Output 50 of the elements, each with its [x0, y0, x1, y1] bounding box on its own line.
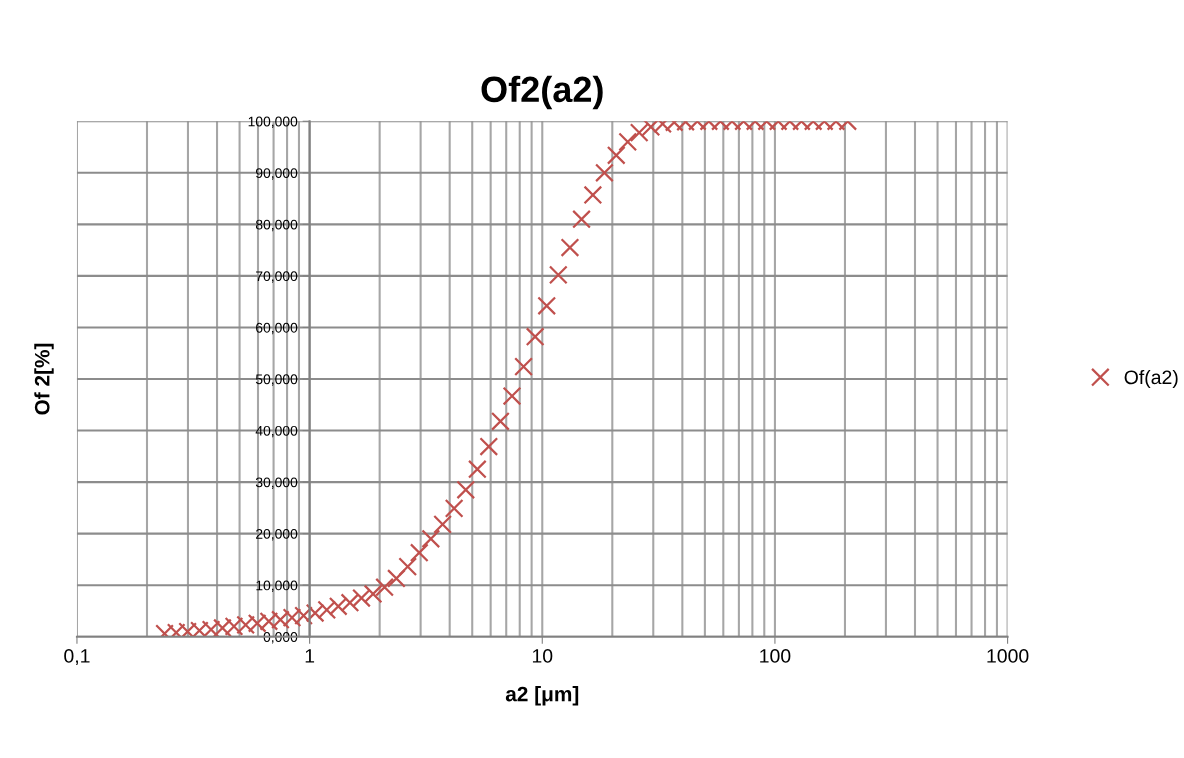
- y-tick-label: 60,000: [256, 322, 298, 335]
- point: [294, 606, 314, 626]
- y-tick-label: 70,000: [256, 271, 298, 283]
- point: [213, 618, 232, 637]
- point: [352, 588, 371, 608]
- point: [224, 616, 244, 636]
- point: [479, 437, 499, 456]
- y-tick-label: 100,000: [248, 116, 298, 129]
- point: [409, 543, 429, 563]
- point: [502, 386, 522, 406]
- point: [178, 622, 198, 637]
- point: [375, 577, 395, 597]
- y-tick-label: 40,000: [255, 425, 298, 438]
- y-tick-label: 90,000: [255, 168, 298, 180]
- chart-title: Of2(a2): [481, 75, 603, 110]
- y-axis-title: Of 2[%]: [34, 343, 54, 415]
- x-tick-label: 1000: [987, 649, 1029, 663]
- point: [247, 613, 267, 633]
- point: [467, 459, 487, 479]
- point: [270, 610, 290, 630]
- point: [201, 620, 221, 637]
- point: [236, 615, 256, 635]
- y-tick-label: 10,000: [256, 580, 298, 592]
- y-tick-label: 80,000: [255, 219, 298, 232]
- point: [259, 611, 279, 631]
- point: [444, 498, 464, 518]
- point: [525, 327, 545, 347]
- x-tick-label: 10: [532, 649, 553, 663]
- point: [189, 621, 209, 637]
- point: [340, 593, 360, 613]
- point: [317, 600, 337, 620]
- point: [491, 411, 510, 431]
- point: [398, 557, 418, 577]
- point: [514, 357, 534, 377]
- point: [305, 603, 325, 623]
- y-tick-label: 50,000: [255, 374, 298, 386]
- point: [363, 584, 383, 604]
- y-tick-label: 30,000: [255, 477, 298, 489]
- legend-label: Of(a2): [1124, 369, 1178, 389]
- point: [328, 596, 348, 616]
- x-tick-label: 0,1: [64, 649, 90, 666]
- point: [282, 608, 302, 628]
- point: [386, 569, 406, 588]
- point: [421, 529, 441, 549]
- x-tick-label: 100: [760, 649, 791, 663]
- x-axis-title: a2 [μm]: [505, 686, 579, 706]
- point: [456, 480, 476, 500]
- y-tick-label: 20,000: [256, 528, 298, 541]
- x-tick-label: 1: [305, 649, 315, 663]
- point: [433, 514, 453, 534]
